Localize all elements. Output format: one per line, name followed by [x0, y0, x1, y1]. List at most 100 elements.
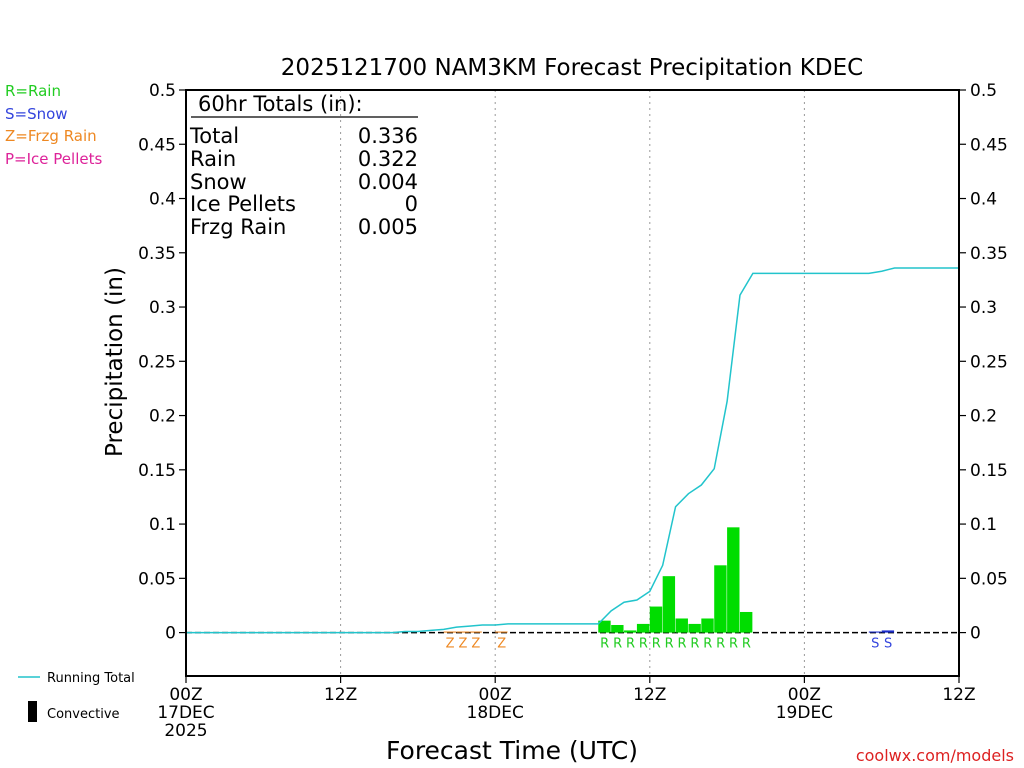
- totals-value-total: 0.336: [358, 124, 418, 148]
- y-axis-label: Precipitation (in): [102, 267, 128, 457]
- totals-label-frzg: Frzg Rain: [190, 215, 286, 239]
- precip-type-marker: Z: [459, 637, 468, 652]
- x-tick-label: 19DEC: [776, 703, 833, 723]
- precip-bar: [688, 623, 701, 633]
- type-legend-snow: S=Snow: [5, 105, 68, 123]
- precip-bar: [495, 631, 508, 633]
- y-tick-label-right: 0.25: [970, 352, 1008, 372]
- totals-box: 60hr Totals (in): Total 0.336 Rain 0.322…: [189, 92, 418, 239]
- x-tick-label: 00Z: [169, 685, 202, 705]
- y-tick-label-right: 0.2: [970, 407, 997, 427]
- y-tick-label-right: 0.15: [970, 461, 1008, 481]
- totals-value-rain: 0.322: [358, 147, 418, 171]
- y-tick-label-left: 0.35: [138, 244, 176, 264]
- plot-frame: [185, 89, 960, 677]
- precip-type-marker: S: [884, 637, 892, 652]
- precip-bar: [611, 624, 624, 633]
- precip-type-marker: R: [613, 637, 622, 652]
- precip-bar: [649, 606, 663, 633]
- x-tick-label: 2025: [164, 721, 207, 741]
- y-tick-label-right: 0.3: [970, 298, 997, 318]
- totals-label-snow: Snow: [190, 170, 247, 194]
- type-legend-rain: R=Rain: [5, 82, 61, 100]
- y-tick-label-right: 0: [970, 624, 981, 644]
- totals-value-snow: 0.004: [358, 170, 418, 194]
- precip-type-marker: R: [716, 637, 725, 652]
- y-tick-label-right: 0.45: [970, 135, 1008, 155]
- y-tick-label-left: 0: [165, 624, 176, 644]
- y-tick-label-left: 0.1: [149, 515, 176, 535]
- y-tick-label-right: 0.35: [970, 244, 1008, 264]
- x-tick-label: 12Z: [324, 685, 357, 705]
- convective-swatch: [28, 701, 37, 722]
- precip-bar: [469, 631, 482, 633]
- totals-value-ice: 0: [405, 192, 418, 216]
- x-tick-label: 17DEC: [157, 703, 214, 723]
- y-tick-label-left: 0.3: [149, 298, 176, 318]
- credit-text: coolwx.com/models: [856, 746, 1014, 765]
- precip-type-marker: R: [690, 637, 699, 652]
- precip-bar: [868, 631, 882, 633]
- y-tick-label-right: 0.1: [970, 515, 997, 535]
- precip-type-marker: R: [703, 637, 712, 652]
- precip-type-marker: R: [665, 637, 674, 652]
- x-tick-label: 18DEC: [467, 703, 524, 723]
- precip-bar: [739, 611, 753, 633]
- precip-bar: [598, 620, 611, 633]
- precip-type-marker: R: [639, 637, 648, 652]
- precip-type-marker: Z: [497, 637, 506, 652]
- precip-type-marker: R: [729, 637, 738, 652]
- convective-legend: Convective: [47, 707, 120, 722]
- running-total-line: [186, 267, 959, 634]
- precip-type-marker: R: [677, 637, 686, 652]
- y-axis-right: 0 0.05 0.1 0.15 0.2 0.25 0.3 0.35 0.4 0.45 0.5: [959, 81, 1008, 644]
- precip-type-marker: R: [626, 637, 635, 652]
- x-tick-label: 12Z: [633, 685, 666, 705]
- precip-bar: [443, 631, 457, 633]
- running-total-legend: Running Total: [47, 671, 135, 686]
- precip-type-marker: Z: [471, 637, 480, 652]
- type-legend: R=Rain S=Snow Z=Frzg Rain P=Ice Pellets: [5, 82, 102, 168]
- type-legend-frzg: Z=Frzg Rain: [5, 127, 97, 145]
- precip-bar: [624, 630, 637, 633]
- precip-bar: [714, 565, 727, 633]
- precip-bar: [456, 631, 469, 633]
- totals-heading: 60hr Totals (in):: [198, 92, 363, 116]
- y-tick-label-left: 0.15: [138, 461, 176, 481]
- precip-type-marker: Z: [446, 637, 455, 652]
- precip-bar: [675, 618, 688, 633]
- type-legend-ice: P=Ice Pellets: [5, 150, 102, 168]
- precip-bar: [727, 527, 740, 633]
- y-tick-label-right: 0.05: [970, 569, 1008, 589]
- y-tick-label-left: 0.2: [149, 407, 176, 427]
- precip-bar: [636, 623, 650, 633]
- precip-type-marker: R: [600, 637, 609, 652]
- x-tick-label: 00Z: [479, 685, 512, 705]
- precip-bar: [881, 630, 895, 633]
- totals-value-frzg: 0.005: [358, 215, 418, 239]
- y-tick-label-left: 0.05: [138, 569, 176, 589]
- x-tick-label: 12Z: [942, 685, 975, 705]
- precip-type-marker: R: [742, 637, 751, 652]
- y-tick-label-right: 0.5: [970, 81, 997, 101]
- bottom-legend: Running Total Convective: [18, 671, 135, 722]
- precip-bar: [701, 618, 714, 633]
- y-axis-left: 0 0.05 0.1 0.15 0.2 0.25 0.3 0.35 0.4 0.45 0.5: [138, 81, 186, 644]
- totals-label-total: Total: [189, 124, 239, 148]
- precip-type-marker: S: [871, 637, 879, 652]
- chart-title: 2025121700 NAM3KM Forecast Precipitation…: [281, 55, 863, 81]
- grid-lines: [340, 90, 805, 676]
- bars: [443, 527, 895, 633]
- y-tick-label-right: 0.4: [970, 190, 997, 210]
- y-tick-label-left: 0.45: [138, 135, 176, 155]
- precip-bar: [662, 576, 676, 633]
- x-tick-label: 00Z: [788, 685, 821, 705]
- totals-label-rain: Rain: [190, 147, 236, 171]
- totals-label-ice: Ice Pellets: [190, 192, 296, 216]
- y-tick-label-left: 0.25: [138, 352, 176, 372]
- y-tick-label-left: 0.4: [149, 190, 176, 210]
- y-tick-label-left: 0.5: [149, 81, 176, 101]
